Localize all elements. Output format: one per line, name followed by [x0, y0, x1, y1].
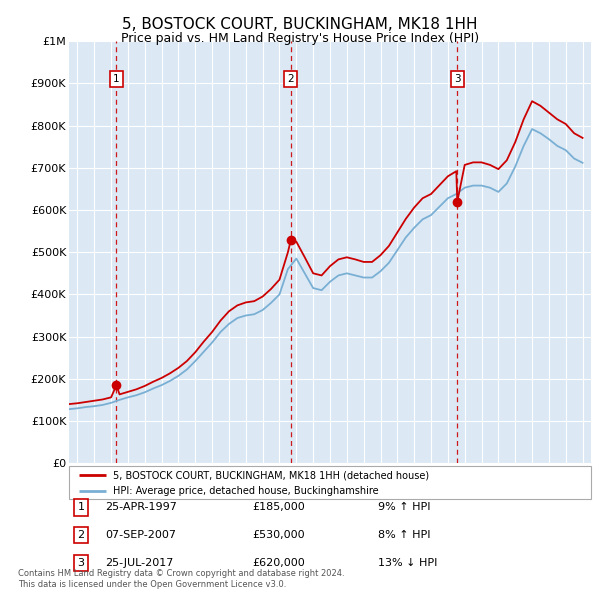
Text: 07-SEP-2007: 07-SEP-2007 [105, 530, 176, 540]
Text: £620,000: £620,000 [252, 558, 305, 568]
Text: £185,000: £185,000 [252, 503, 305, 512]
Text: Price paid vs. HM Land Registry's House Price Index (HPI): Price paid vs. HM Land Registry's House … [121, 32, 479, 45]
Text: 25-JUL-2017: 25-JUL-2017 [105, 558, 173, 568]
Text: 1: 1 [113, 74, 120, 84]
Text: 2: 2 [287, 74, 294, 84]
Text: 13% ↓ HPI: 13% ↓ HPI [378, 558, 437, 568]
Text: 25-APR-1997: 25-APR-1997 [105, 503, 177, 512]
FancyBboxPatch shape [69, 466, 591, 499]
Text: 1: 1 [77, 503, 85, 512]
Text: 5, BOSTOCK COURT, BUCKINGHAM, MK18 1HH: 5, BOSTOCK COURT, BUCKINGHAM, MK18 1HH [122, 17, 478, 32]
Text: 8% ↑ HPI: 8% ↑ HPI [378, 530, 431, 540]
Text: Contains HM Land Registry data © Crown copyright and database right 2024.
This d: Contains HM Land Registry data © Crown c… [18, 569, 344, 589]
Text: £530,000: £530,000 [252, 530, 305, 540]
Text: 3: 3 [77, 558, 85, 568]
Text: HPI: Average price, detached house, Buckinghamshire: HPI: Average price, detached house, Buck… [113, 486, 379, 496]
Text: 2: 2 [77, 530, 85, 540]
Text: 3: 3 [454, 74, 461, 84]
Text: 9% ↑ HPI: 9% ↑ HPI [378, 503, 431, 512]
Text: 5, BOSTOCK COURT, BUCKINGHAM, MK18 1HH (detached house): 5, BOSTOCK COURT, BUCKINGHAM, MK18 1HH (… [113, 470, 430, 480]
